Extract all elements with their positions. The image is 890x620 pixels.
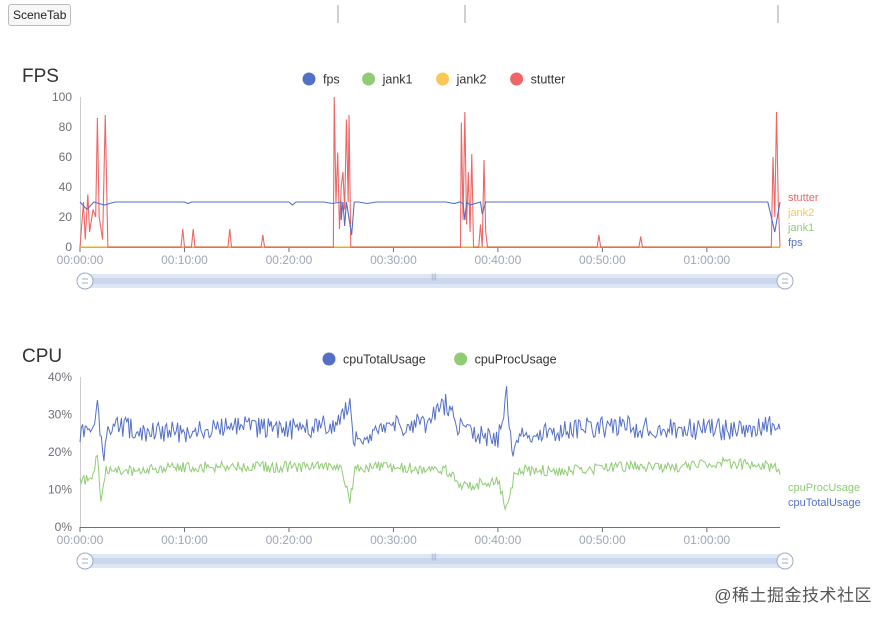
fps-y-tick-label: 20 xyxy=(59,210,73,224)
cpu-y-tick-label: 40% xyxy=(48,370,72,384)
fps-legend: fps jank1 jank2 stutter xyxy=(302,72,566,87)
tab-separator xyxy=(464,5,466,23)
cpu-y-tick-label: 0% xyxy=(55,520,73,534)
cpu-x-tick-label: 00:50:00 xyxy=(579,533,626,547)
fps-end-label-stutter: stutter xyxy=(788,192,819,204)
zoom-handle-circle xyxy=(776,272,794,290)
cpu-series-cpuProcUsage xyxy=(79,454,781,512)
fps-y-tick-label: 0 xyxy=(65,240,72,254)
cpu-legend-label-cpuTotalUsage: cpuTotalUsage xyxy=(343,353,426,367)
tab-bar: SceneTab xyxy=(0,0,890,28)
fps-legend-label-fps: fps xyxy=(323,73,340,87)
scene-tab-button[interactable]: SceneTab xyxy=(8,4,72,26)
fps-chart: fps jank1 jank2 stutter 0 20 40 60 80 100 00:00:00… xyxy=(52,72,819,290)
watermark: @稀土掘金技术社区 xyxy=(714,586,872,605)
tab-separator xyxy=(777,5,779,23)
fps-y-tick-label: 100 xyxy=(52,90,72,104)
fps-legend-marker-jank2 xyxy=(436,72,450,86)
fps-legend-marker-fps xyxy=(302,72,316,86)
fps-zoom-fill xyxy=(82,278,788,284)
cpu-y-tick-label: 30% xyxy=(48,408,72,422)
fps-end-label-jank1: jank1 xyxy=(787,222,814,234)
cpu-x-tick-label: 00:00:00 xyxy=(57,533,104,547)
cpu-chart-title: CPU xyxy=(22,346,63,367)
tab-separator xyxy=(337,5,339,23)
fps-x-tick-label: 00:40:00 xyxy=(475,253,522,267)
cpu-x-tick-label: 00:30:00 xyxy=(370,533,417,547)
fps-x-tick-label: 00:00:00 xyxy=(57,253,104,267)
cpu-x-tick-label: 00:40:00 xyxy=(475,533,522,547)
cpu-legend-label-cpuProcUsage: cpuProcUsage xyxy=(475,353,557,367)
cpu-zoom-handle-right[interactable] xyxy=(776,552,794,570)
zoom-handle-circle xyxy=(76,272,94,290)
zoom-handle-circle xyxy=(776,552,794,570)
cpu-zoom-fill xyxy=(82,558,788,564)
cpu-legend-marker-cpuProcUsage xyxy=(454,352,468,366)
fps-legend-marker-jank1 xyxy=(362,72,376,86)
fps-y-tick-label: 40 xyxy=(59,180,73,194)
cpu-chart: cpuTotalUsage cpuProcUsage 0% 10% 20% 30% 40% 0… xyxy=(48,352,861,570)
cpu-x-tick-label: 00:10:00 xyxy=(161,533,208,547)
fps-series-fps xyxy=(79,200,781,236)
fps-series-stutter xyxy=(79,96,781,248)
fps-zoom-handle-left[interactable] xyxy=(76,272,94,290)
cpu-end-label-cpuTotalUsage: cpuTotalUsage xyxy=(788,497,861,509)
cpu-y-tick-label: 10% xyxy=(48,483,72,497)
cpu-legend-marker-cpuTotalUsage xyxy=(322,352,336,366)
fps-zoom-grip: ||| xyxy=(431,274,437,281)
cpu-series-cpuTotalUsage xyxy=(79,386,781,462)
fps-legend-label-jank2: jank2 xyxy=(456,73,487,87)
fps-legend-label-stutter: stutter xyxy=(531,73,566,87)
fps-x-tick-label: 00:20:00 xyxy=(266,253,313,267)
cpu-end-label-cpuProcUsage: cpuProcUsage xyxy=(788,482,860,494)
fps-zoom-handle-right[interactable] xyxy=(776,272,794,290)
fps-x-tick-label: 01:00:00 xyxy=(684,253,731,267)
fps-legend-marker-stutter xyxy=(510,72,524,86)
fps-chart-title: FPS xyxy=(22,66,59,87)
cpu-x-tick-label: 00:20:00 xyxy=(266,533,313,547)
fps-legend-label-jank1: jank1 xyxy=(382,73,413,87)
fps-x-tick-label: 00:30:00 xyxy=(370,253,417,267)
zoom-handle-circle xyxy=(76,552,94,570)
cpu-zoom-grip: ||| xyxy=(431,554,437,561)
fps-y-tick-label: 60 xyxy=(59,150,73,164)
cpu-legend: cpuTotalUsage cpuProcUsage xyxy=(322,352,557,367)
fps-x-tick-label: 00:10:00 xyxy=(161,253,208,267)
fps-end-label-fps: fps xyxy=(788,237,803,249)
cpu-zoom-handle-left[interactable] xyxy=(76,552,94,570)
fps-x-tick-label: 00:50:00 xyxy=(579,253,626,267)
fps-y-tick-label: 80 xyxy=(59,120,73,134)
fps-end-label-jank2: jank2 xyxy=(787,207,814,219)
cpu-y-tick-label: 20% xyxy=(48,445,72,459)
cpu-x-tick-label: 01:00:00 xyxy=(684,533,731,547)
